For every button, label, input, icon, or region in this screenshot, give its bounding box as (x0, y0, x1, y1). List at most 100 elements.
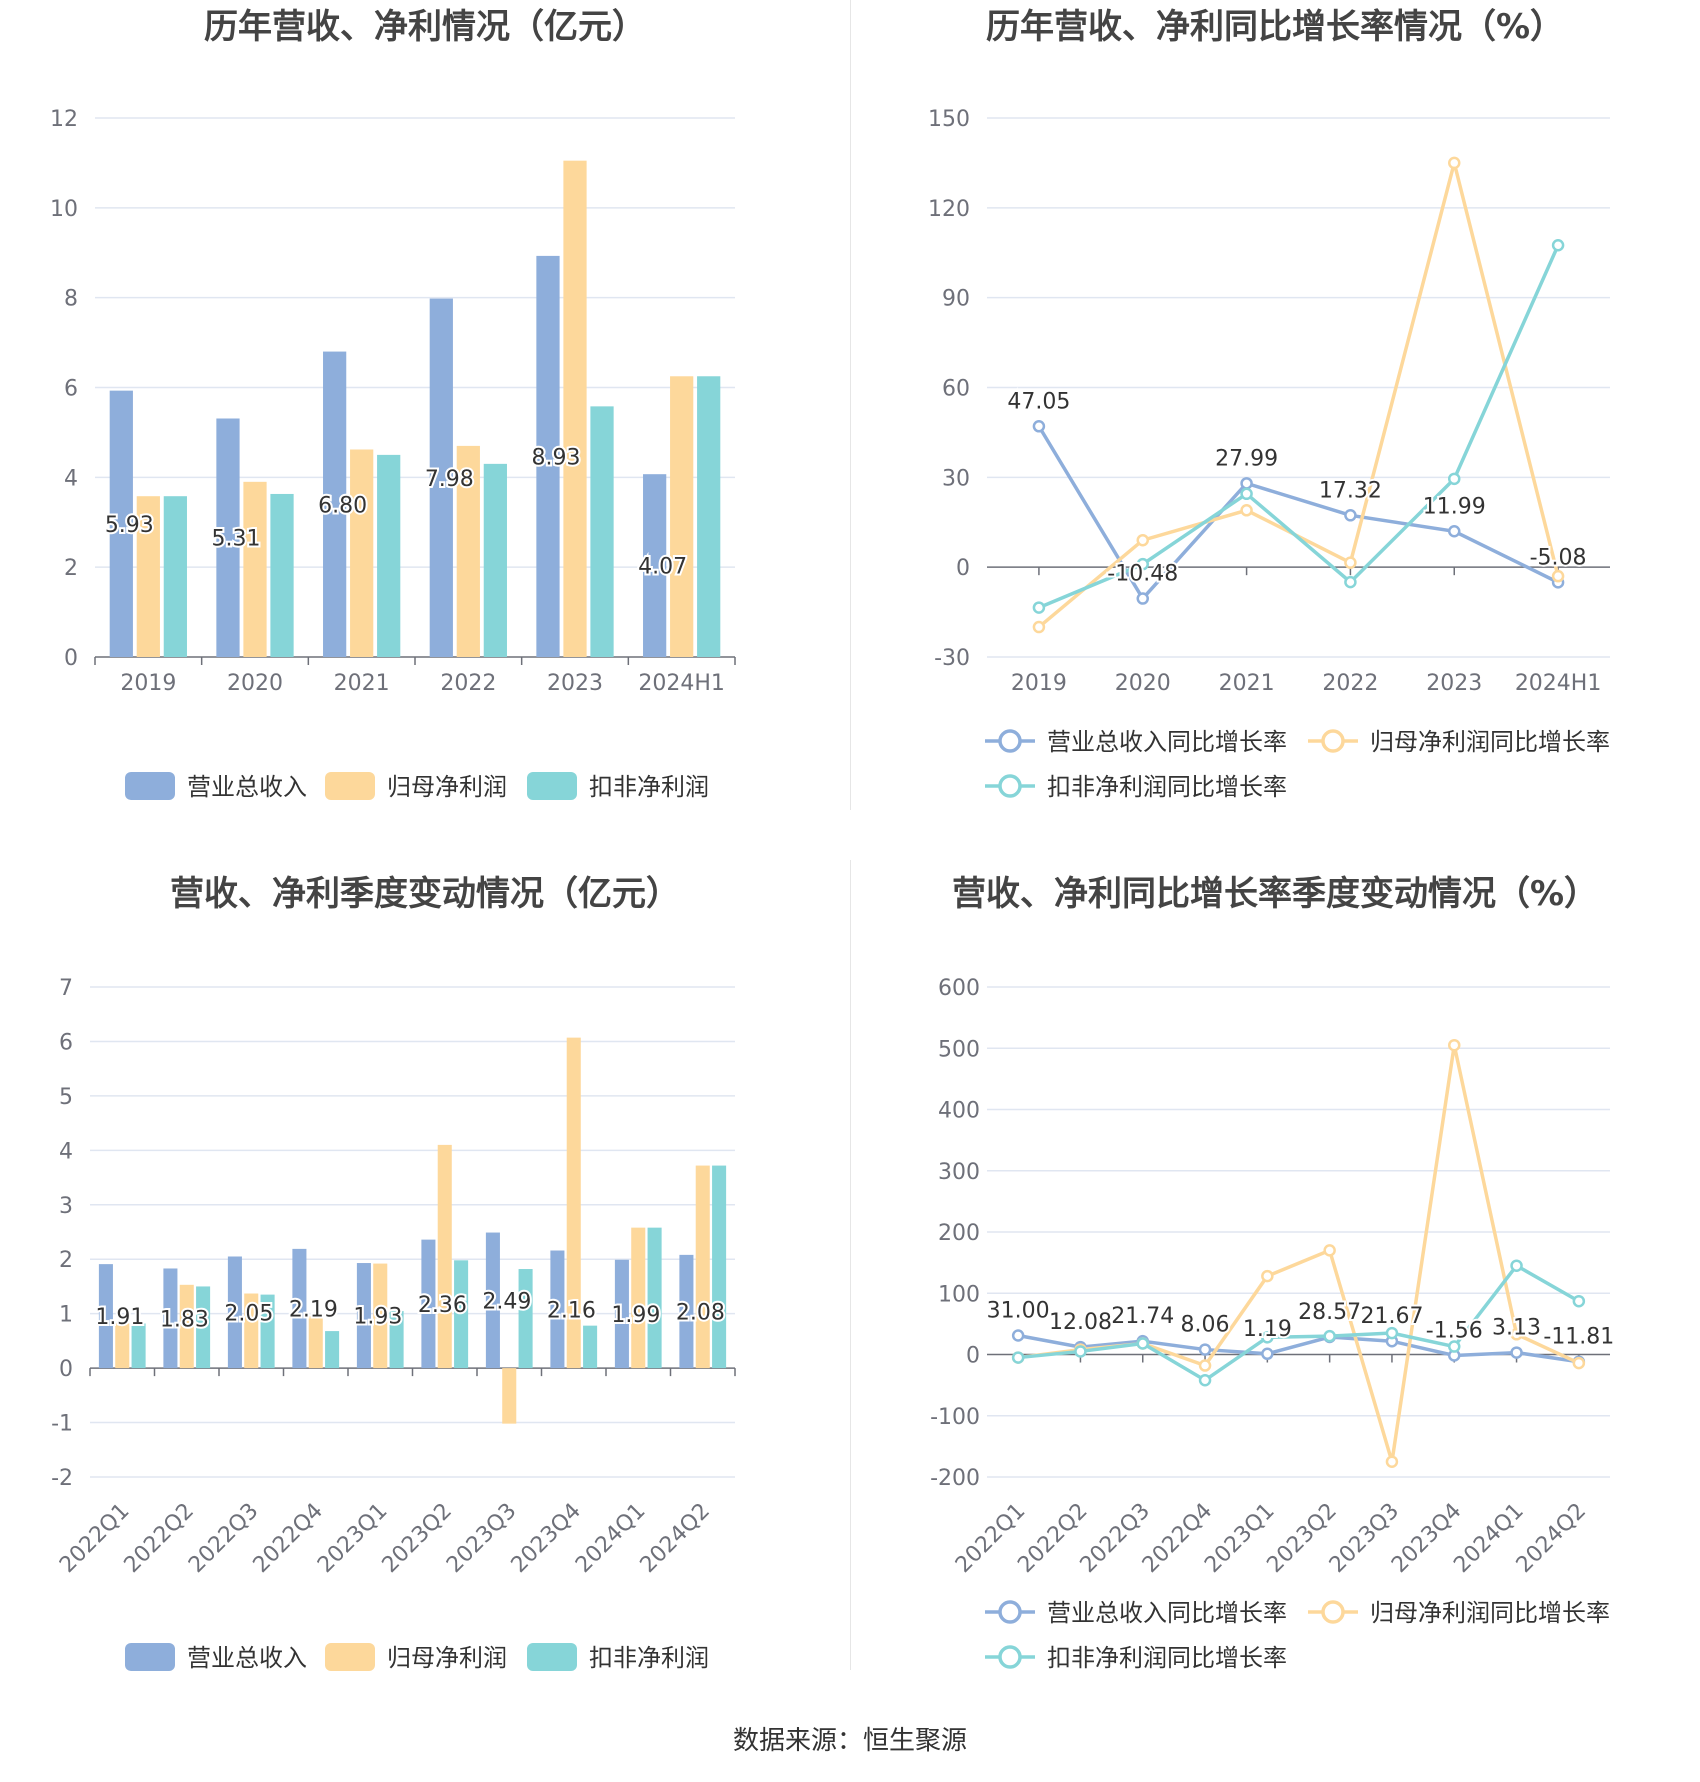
bar (697, 376, 721, 657)
bar (679, 1254, 694, 1369)
y-tick-label: 6 (59, 1030, 73, 1055)
bar (356, 1263, 371, 1369)
y-tick-label: 120 (928, 197, 970, 222)
legend-swatch (325, 772, 375, 800)
x-tick-label: 2024H1 (638, 671, 725, 696)
x-tick-label: 2019 (1011, 671, 1067, 696)
legend-label: 扣非净利润 (589, 773, 709, 801)
bar (670, 376, 694, 657)
y-tick-label: 150 (928, 107, 970, 132)
y-tick-label: -100 (930, 1405, 980, 1430)
series-1 (1011, 1038, 1586, 1468)
bar (518, 1269, 533, 1369)
legend-swatch (527, 1643, 577, 1671)
data-label: 17.32 (1319, 478, 1382, 503)
bar (216, 418, 240, 657)
chart-title: 历年营收、净利情况（亿元） (204, 7, 646, 47)
bar (550, 1250, 565, 1369)
annual-revenue-profit-panel: 历年营收、净利情况（亿元） 0 2 4 6 8 10 12 2019 2020 2021 2022 20… (0, 0, 850, 860)
data-label: 31.00 (987, 1299, 1050, 1324)
data-point (1240, 504, 1253, 517)
bar (373, 1263, 388, 1369)
series-line (1038, 244, 1560, 610)
x-tick-label: 2022Q3 (184, 1499, 263, 1578)
series-2 (1011, 1259, 1586, 1387)
x-tick-label: 2023Q2 (378, 1499, 457, 1578)
data-label: 6.80 (318, 493, 367, 518)
data-point (1551, 569, 1565, 583)
x-tick-label: 2019 (120, 671, 176, 696)
data-point (1572, 1294, 1586, 1308)
y-tick-label: 5 (59, 1085, 73, 1110)
bar (502, 1368, 517, 1424)
x-tick-label: 2023Q3 (442, 1499, 521, 1578)
bar (98, 1264, 113, 1369)
y-tick-label: 4 (64, 466, 78, 491)
quarterly-revenue-profit-chart: 营收、净利季度变动情况（亿元）-2-1012345672022Q12022Q22… (51, 874, 736, 1672)
data-label: 2.16 (547, 1298, 596, 1323)
annual-revenue-profit-chart: 历年营收、净利情况（亿元） 0 2 4 6 8 10 12 2019 2020 2021 2022 20… (50, 7, 736, 801)
quarterly-revenue-profit-panel: 营收、净利季度变动情况（亿元） -2 -1 0 1 2 3 4 5 6 7 2022Q1 2022Q2 2… (0, 860, 850, 1720)
x-tick-label: 2021 (1219, 671, 1275, 696)
y-tick-label: 90 (942, 287, 970, 312)
bar (421, 1239, 436, 1369)
y-axis: -200 -100 0 100 200 300 400 500 600 (930, 976, 1610, 1491)
series-0 (98, 1232, 694, 1369)
y-axis: 0 2 4 6 8 10 12 (50, 107, 735, 671)
series-2 (1032, 239, 1565, 614)
y-axis: -2 -1 0 1 2 3 4 5 6 7 (51, 976, 735, 1491)
y-tick-label: 1 (59, 1303, 73, 1328)
data-point (1136, 533, 1149, 547)
legend-item: 归母净利润 (325, 772, 507, 801)
data-label: 21.74 (1111, 1304, 1174, 1329)
data-point (1448, 472, 1461, 486)
legend-marker (1321, 729, 1345, 753)
bar (437, 1144, 452, 1369)
data-point (1011, 1351, 1025, 1364)
data-label: 3.13 (1492, 1316, 1541, 1341)
data-point (1572, 1356, 1586, 1370)
data-point (1240, 477, 1253, 490)
bar (647, 1227, 662, 1369)
y-tick-label: 400 (938, 1099, 980, 1124)
legend-item: 归母净利润同比增长率 (1308, 728, 1610, 756)
legend-item: 归母净利润同比增长率 (1308, 1599, 1610, 1627)
data-label: 4.07 (638, 555, 687, 580)
legend-label: 归母净利润同比增长率 (1370, 1599, 1610, 1627)
legend-item: 营业总收入 (125, 772, 307, 801)
y-tick-label: 300 (938, 1160, 980, 1185)
data-label: 5.93 (105, 513, 154, 538)
data-point (1510, 1346, 1523, 1359)
legend-marker (998, 1600, 1022, 1624)
data-point (1136, 557, 1149, 571)
bar (631, 1227, 646, 1369)
y-axis: -30 0 30 60 90 120 150 (928, 107, 1610, 671)
data-point (1510, 1259, 1523, 1272)
series-2 (131, 1165, 727, 1369)
bar (695, 1165, 710, 1369)
annual-growth-rate-panel: 历年营收、净利同比增长率情况（%） -30 0 30 60 90 120 150 2019 202… (850, 0, 1700, 860)
chart-title: 营收、净利同比增长率季度变动情况（%） (952, 874, 1598, 914)
x-tick-label: 2023Q4 (507, 1499, 586, 1578)
data-point (1385, 1326, 1399, 1340)
bar (163, 1268, 178, 1369)
data-point (1198, 1359, 1212, 1372)
data-point (1448, 156, 1461, 170)
series-1 (115, 1037, 710, 1424)
bar (350, 449, 374, 657)
data-point (1261, 1347, 1274, 1361)
data-source-note: 数据来源：恒生聚源 (732, 1726, 967, 1756)
legend-item: 扣非净利润 (527, 772, 709, 801)
data-point (1323, 1244, 1336, 1257)
bar (429, 298, 453, 657)
data-label: 21.67 (1360, 1304, 1423, 1329)
legend-label: 扣非净利润 (589, 1644, 709, 1672)
x-tick-label: 2022Q2 (120, 1499, 199, 1578)
x-tick-label: 2020 (1115, 671, 1171, 696)
data-point (1261, 1269, 1274, 1283)
bar (292, 1248, 307, 1369)
bar (131, 1323, 146, 1369)
chart-title: 历年营收、净利同比增长率情况（%） (986, 7, 1564, 47)
legend-swatch (125, 772, 175, 800)
data-label: 2.49 (482, 1289, 531, 1314)
